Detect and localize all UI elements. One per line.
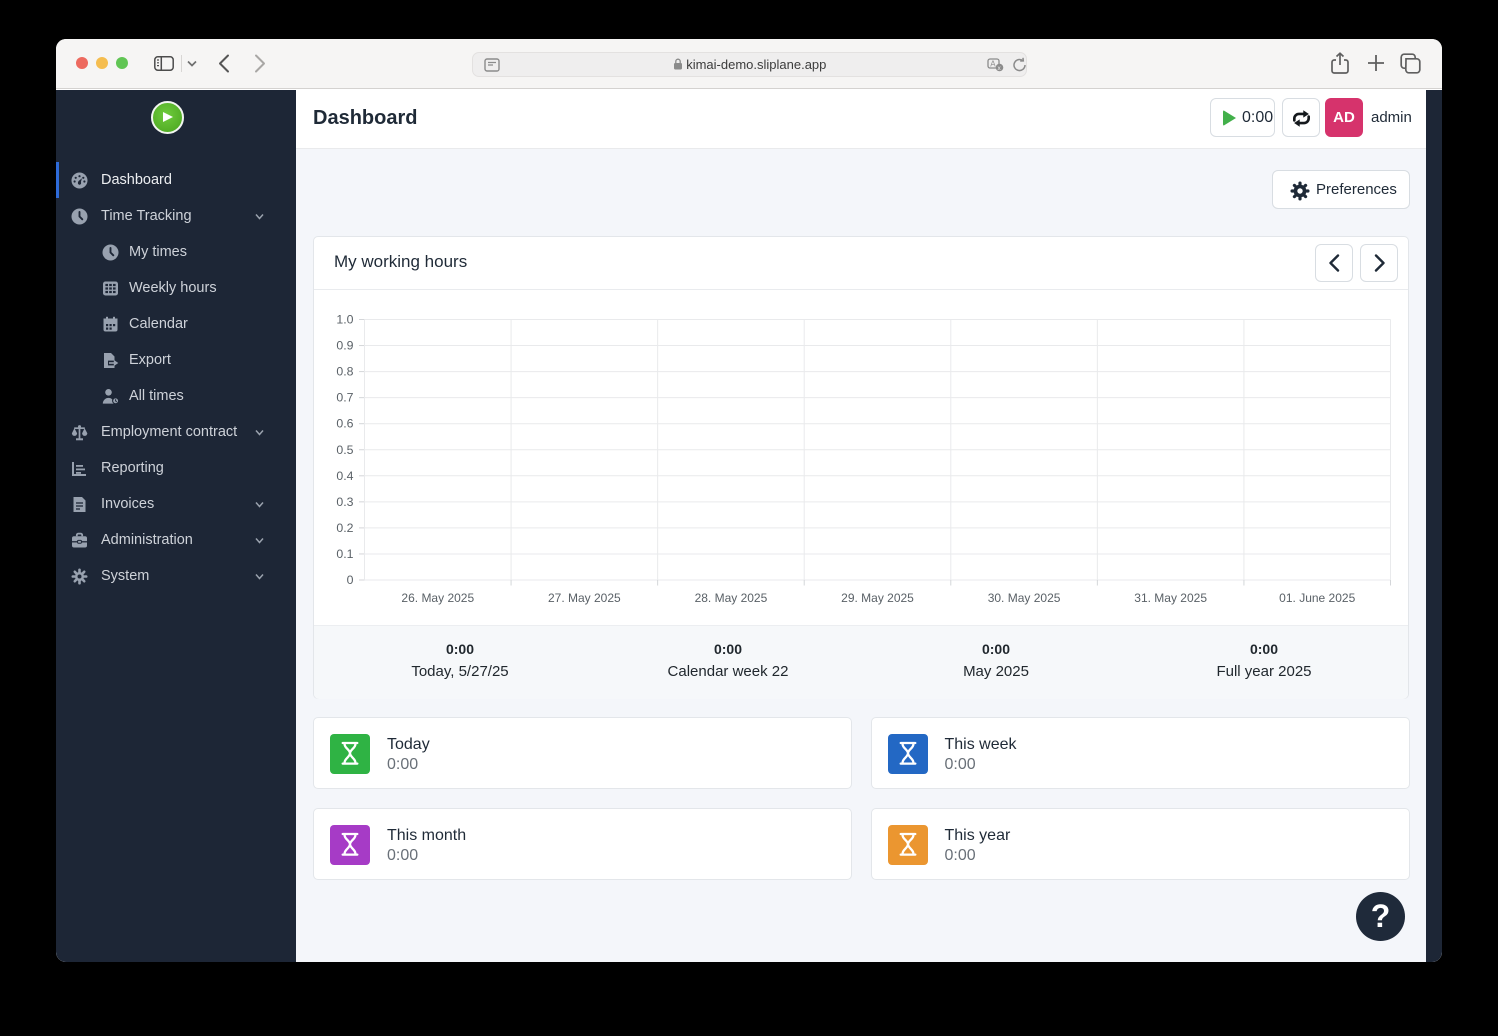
- svg-text:1.0: 1.0: [336, 313, 353, 327]
- svg-text:A: A: [990, 60, 996, 69]
- svg-text:27. May 2025: 27. May 2025: [548, 591, 621, 605]
- svg-text:0.6: 0.6: [336, 417, 353, 431]
- svg-text:01. June 2025: 01. June 2025: [1279, 591, 1355, 605]
- svg-text:0.4: 0.4: [336, 469, 353, 483]
- svg-text:31. May 2025: 31. May 2025: [1134, 591, 1207, 605]
- svg-text:28. May 2025: 28. May 2025: [695, 591, 768, 605]
- svg-text:0.8: 0.8: [336, 365, 353, 379]
- svg-text:30. May 2025: 30. May 2025: [988, 591, 1061, 605]
- svg-text:0.3: 0.3: [336, 495, 353, 509]
- svg-text:0.9: 0.9: [336, 339, 353, 353]
- svg-text:x: x: [998, 65, 1002, 72]
- svg-text:0.7: 0.7: [336, 391, 353, 405]
- svg-text:0.2: 0.2: [336, 521, 353, 535]
- svg-text:0.1: 0.1: [336, 547, 353, 561]
- svg-text:29. May 2025: 29. May 2025: [841, 591, 914, 605]
- svg-text:0.5: 0.5: [336, 443, 353, 457]
- svg-text:26. May 2025: 26. May 2025: [401, 591, 474, 605]
- svg-text:0: 0: [347, 573, 354, 587]
